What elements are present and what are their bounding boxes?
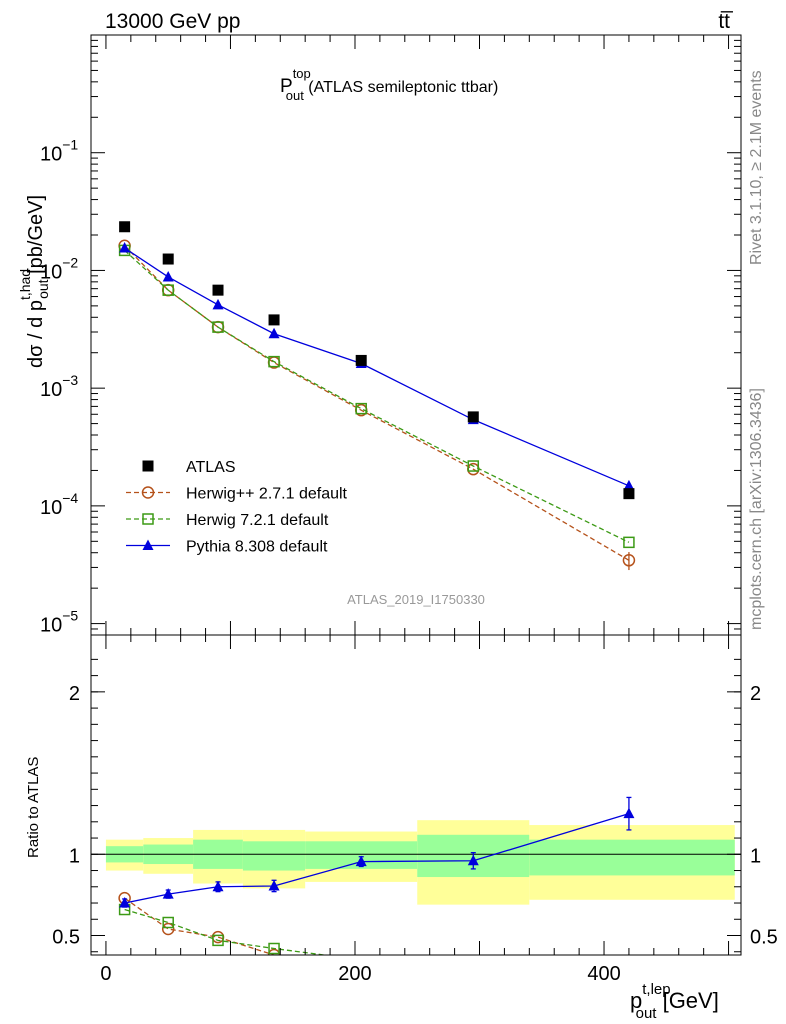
ratio-y-axis-label: Ratio to ATLAS <box>25 757 42 858</box>
atlas-point <box>268 314 280 326</box>
atlas-point <box>467 411 479 423</box>
mcplots-reference-label: mcplots.cern.ch [arXiv:1306.3436] <box>748 388 765 630</box>
legend-label-herwig7: Herwig 7.2.1 default <box>186 512 329 529</box>
legend: ATLAS Herwig++ 2.7.1 default Herwig 7.2.1 … <box>126 459 348 556</box>
pythia-point <box>119 242 131 253</box>
x-axis-label: pt,lep out [GeV] <box>630 981 719 1022</box>
herwig7-ratio-line <box>124 908 329 955</box>
y-tick-label: 10−4 <box>40 490 78 519</box>
ratio-plot-frame <box>90 634 742 956</box>
ratio-y-tick-label-right: 0.5 <box>750 927 778 949</box>
herwig7-point <box>212 321 224 333</box>
herwig7-point <box>162 284 174 296</box>
plot-title: Ptop out (ATLAS semileptonic ttbar) <box>280 66 498 103</box>
pythia-ratio-point <box>162 888 174 899</box>
pythia-point <box>623 479 635 491</box>
pythia-point <box>212 298 224 310</box>
legend-marker-herwigpp <box>141 486 155 499</box>
analysis-id-label: ATLAS_2019_I1750330 <box>347 592 485 607</box>
herwig7-line <box>124 249 630 543</box>
legend-marker-herwig7 <box>142 513 154 525</box>
legend-label-pythia: Pythia 8.308 default <box>186 539 328 556</box>
pythia-ratio-point <box>355 855 367 867</box>
herwig7-point <box>355 402 367 415</box>
ratio-series <box>118 796 635 955</box>
herwigpp-ratio-point <box>161 922 175 936</box>
ratio-y-tick-label-left: 1 <box>69 845 80 867</box>
atlas-point <box>623 488 635 500</box>
legend-marker-pythia <box>142 539 154 550</box>
legend-marker-atlas <box>142 460 154 472</box>
y-tick-label: 10−3 <box>40 372 78 401</box>
x-tick-label: 400 <box>587 963 620 985</box>
pythia-ratio-point <box>268 879 280 891</box>
ratio-y-tick-label-right: 2 <box>750 683 761 705</box>
atlas-point <box>162 253 174 265</box>
process-label: tt̅ <box>718 10 734 33</box>
energy-label: 13000 GeV pp <box>105 10 240 33</box>
uncertainty-band-inner <box>242 841 306 871</box>
atlas-point <box>355 354 367 366</box>
legend-label-herwigpp: Herwig++ 2.7.1 default <box>186 486 348 503</box>
pythia-point <box>268 327 280 339</box>
legend-label-atlas: ATLAS <box>186 459 236 476</box>
herwigpp-ratio-point <box>267 948 281 955</box>
main-y-axis-label: dσ / d pt,had out [pb/GeV] <box>17 195 51 368</box>
y-tick-label: 10−1 <box>40 137 78 166</box>
uncertainty-band-inner <box>529 839 735 876</box>
ratio-y-tick-label-left: 2 <box>69 683 80 705</box>
herwigpp-ratio-line <box>124 897 279 955</box>
herwig7-ratio-point <box>268 942 280 955</box>
herwig7-point <box>467 460 480 472</box>
ratio-y-tick-label-left: 0.5 <box>52 927 80 949</box>
atlas-point <box>212 284 224 296</box>
ratio-panel: 2 2 1 1 0.5 0.5 0 200 400 <box>52 634 778 985</box>
herwig7-ratio-point <box>212 934 224 947</box>
x-tick-label: 0 <box>100 963 111 985</box>
herwig7-ratio-point <box>162 916 174 929</box>
pythia-ratio-point <box>623 807 635 819</box>
pythia-ratio-point <box>212 880 224 892</box>
rivet-version-label: Rivet 3.1.10, ≥ 2.1M events <box>748 70 765 265</box>
y-tick-label: 10−2 <box>40 254 78 283</box>
x-tick-label: 200 <box>338 963 371 985</box>
pythia-line <box>124 247 630 487</box>
herwigpp-line <box>124 245 630 561</box>
herwig7-point <box>623 536 635 549</box>
main-panel: 10−1 10−2 10−3 10−4 10−5 <box>40 34 742 637</box>
herwigpp-point <box>622 554 636 567</box>
herwig7-point <box>268 355 280 368</box>
pythia-ratio-point <box>119 897 131 908</box>
ratio-y-tick-label-right: 1 <box>750 845 761 867</box>
pythia-point <box>162 270 174 282</box>
atlas-point <box>119 221 131 233</box>
y-tick-label: 10−5 <box>40 608 78 637</box>
pythia-ratio-point <box>467 854 479 866</box>
